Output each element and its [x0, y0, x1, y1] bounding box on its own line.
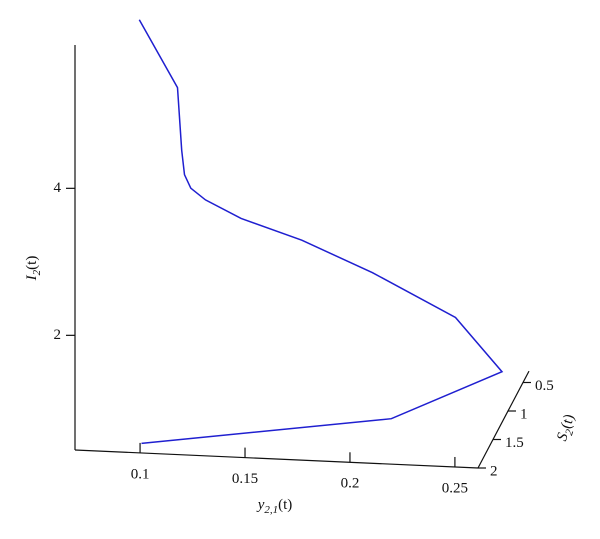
y-tick-label: 1.5: [505, 435, 524, 451]
x-axis: [74, 449, 479, 469]
label-part: 2,1: [264, 504, 278, 516]
z-tick-label: 2: [54, 327, 62, 343]
label-part: 2: [31, 269, 43, 275]
x-tick-label: 0.1: [131, 466, 150, 482]
label-part: (t): [278, 497, 292, 513]
x-tick-label: 0.2: [341, 476, 360, 492]
y-axis-label: S2(t): [555, 412, 581, 443]
x-axis-label: y2,1(t): [256, 497, 293, 515]
label-part: I: [24, 274, 40, 281]
x-tick-label: 0.15: [232, 471, 258, 487]
data-line: [138, 19, 504, 445]
y-tick-label: 0.5: [535, 378, 554, 394]
label-part: 2: [563, 427, 576, 436]
label-part: y: [256, 497, 265, 513]
label-part: (t): [559, 412, 579, 430]
y-tick-label: 2: [490, 463, 498, 479]
label-part: (t): [24, 256, 40, 270]
y-tick-label: 1: [520, 406, 528, 422]
y-axis: [477, 370, 530, 469]
z-tick-label: 4: [54, 180, 62, 196]
x-tick-label: 0.25: [442, 480, 468, 496]
z-axis-label: I2(t): [24, 256, 42, 282]
